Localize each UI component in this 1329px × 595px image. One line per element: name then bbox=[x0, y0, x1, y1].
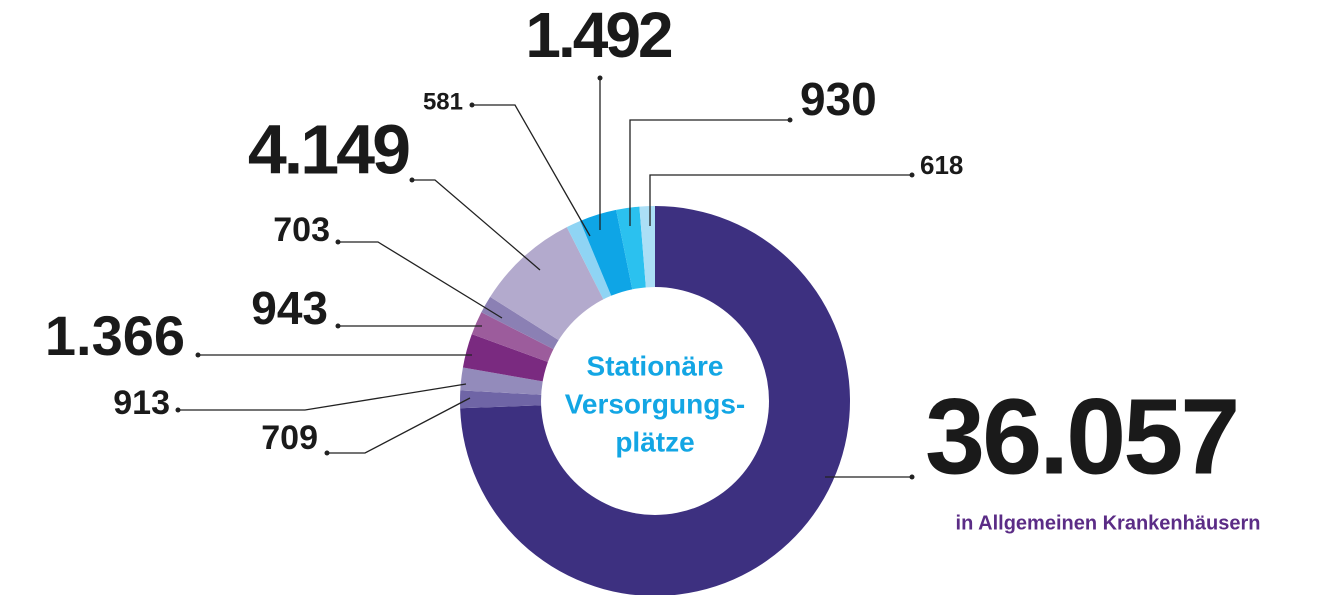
leader-dot bbox=[909, 474, 915, 480]
leader-dot bbox=[335, 323, 341, 329]
leader-line bbox=[649, 174, 912, 226]
leader-line bbox=[178, 383, 467, 411]
donut-segment bbox=[460, 367, 557, 396]
value-label: 943 bbox=[251, 282, 328, 334]
donut-segment bbox=[639, 206, 655, 302]
leader-line bbox=[412, 179, 541, 271]
value-label: 618 bbox=[920, 150, 963, 180]
donut-segment bbox=[471, 312, 566, 367]
center-label: plätze bbox=[615, 426, 694, 457]
value-label: 1.366 bbox=[45, 304, 185, 367]
donut-hole bbox=[541, 287, 769, 515]
center-label: Stationäre bbox=[587, 350, 724, 381]
leader-dot bbox=[324, 450, 330, 456]
center-label: Versorgungs- bbox=[565, 388, 745, 419]
leader-dot bbox=[909, 172, 915, 178]
donut-segment bbox=[580, 209, 636, 309]
donut-segment bbox=[460, 206, 850, 595]
value-label: 930 bbox=[800, 73, 877, 125]
value-label: 36.057 bbox=[925, 376, 1237, 497]
leader-dot bbox=[195, 352, 201, 358]
value-label: 913 bbox=[113, 384, 170, 422]
value-label: 703 bbox=[273, 211, 330, 249]
leader-dot bbox=[597, 75, 603, 81]
value-label: 581 bbox=[423, 88, 463, 115]
donut-segment bbox=[481, 296, 571, 356]
leader-line bbox=[629, 119, 790, 226]
leader-dot bbox=[469, 102, 475, 108]
leader-line bbox=[472, 104, 591, 237]
leader-line bbox=[338, 241, 503, 319]
donut-segment bbox=[459, 390, 556, 409]
leader-dot bbox=[335, 239, 341, 245]
value-label: 4.149 bbox=[248, 110, 409, 188]
annotation: in Allgemeinen Krankenhäusern bbox=[956, 512, 1261, 534]
leader-line bbox=[327, 397, 471, 454]
leader-dot bbox=[409, 177, 415, 183]
value-label: 1.492 bbox=[525, 0, 672, 71]
value-label: 709 bbox=[261, 419, 318, 457]
donut-segment bbox=[566, 220, 617, 312]
donut-segment bbox=[462, 334, 562, 384]
leader-dot bbox=[787, 117, 793, 123]
leader-dot bbox=[175, 407, 181, 413]
donut-segment bbox=[616, 206, 647, 304]
